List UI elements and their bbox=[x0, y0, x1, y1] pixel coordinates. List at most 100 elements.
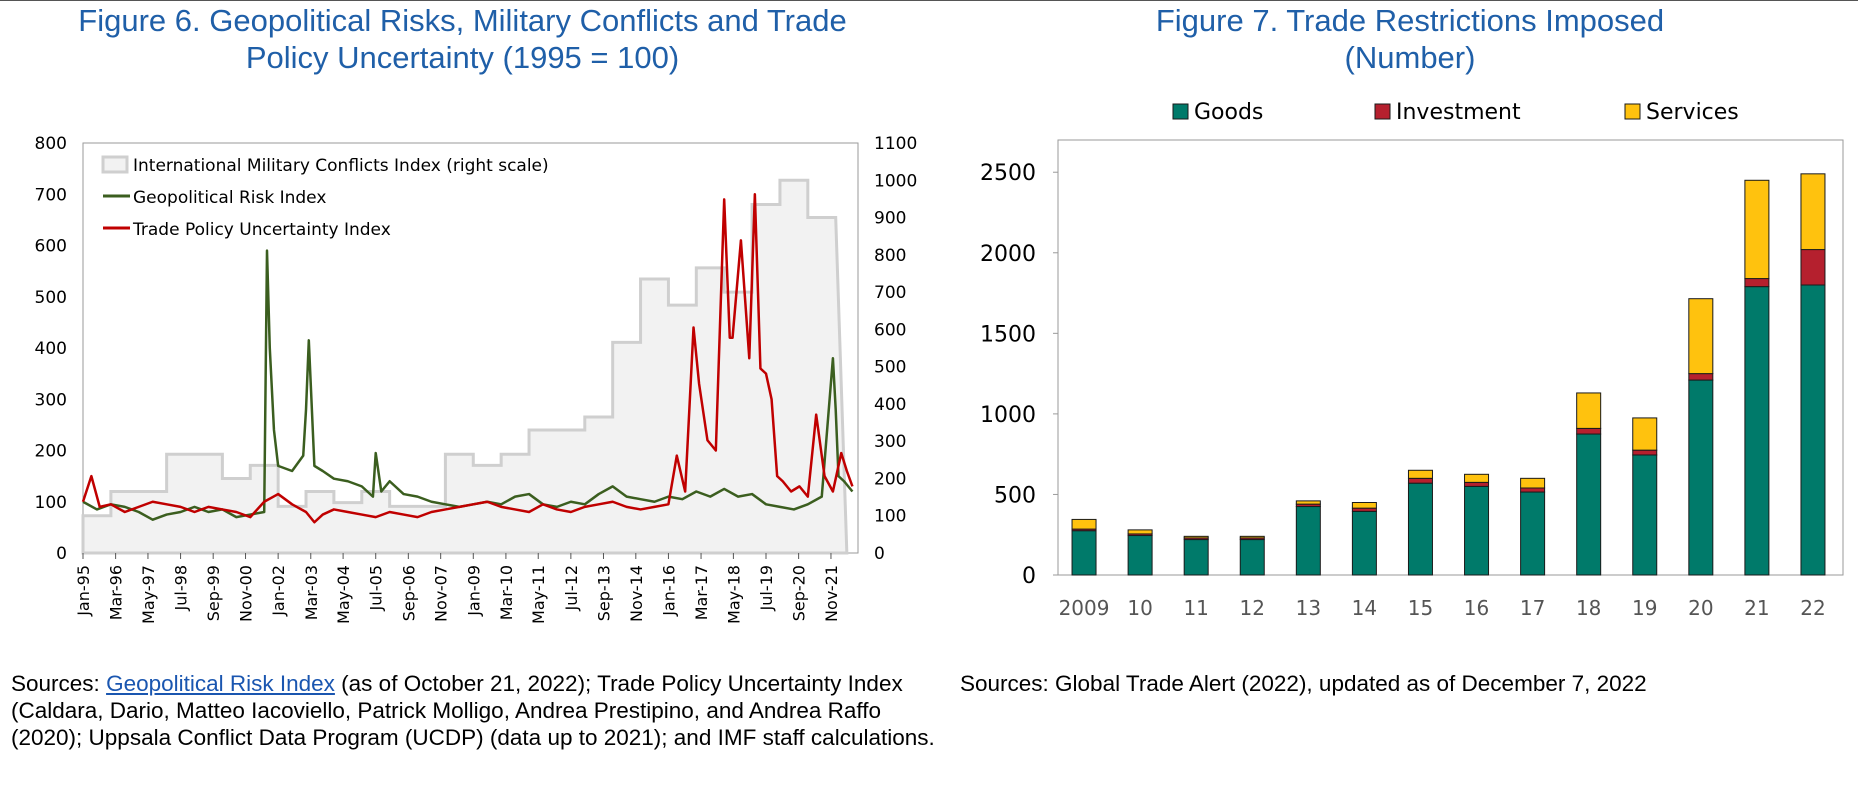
fig7-x-tick-label: 18 bbox=[1576, 596, 1601, 620]
bar-goods-19 bbox=[1632, 454, 1658, 576]
fig6-left-tick-label: 0 bbox=[56, 544, 67, 564]
fig6-x-tick-label: Mar-96 bbox=[107, 565, 126, 620]
bar-goods-14 bbox=[1351, 510, 1377, 576]
bar-services-19 bbox=[1632, 417, 1658, 451]
figure7-sources: Sources: Global Trade Alert (2022), upda… bbox=[960, 671, 1647, 696]
fig7-x-tick-label: 10 bbox=[1127, 596, 1152, 620]
bar-goods-15 bbox=[1407, 482, 1433, 576]
bar-goods-13 bbox=[1295, 506, 1321, 576]
fig7-y-tick-label: 500 bbox=[994, 483, 1036, 508]
fig7-x-tick-label: 14 bbox=[1352, 596, 1377, 620]
bar-investment-15 bbox=[1407, 477, 1433, 484]
bar-services-12 bbox=[1239, 535, 1265, 539]
fig7-y-tick-label: 2000 bbox=[980, 242, 1036, 267]
legend-services-swatch bbox=[1624, 103, 1641, 120]
fig6-x-tick-label: May-11 bbox=[529, 565, 548, 624]
fig7-y-tick-label: 0 bbox=[1022, 564, 1036, 589]
bar-goods-21 bbox=[1744, 286, 1770, 576]
figure6-title-line1: Figure 6. Geopolitical Risks, Military C… bbox=[78, 3, 847, 38]
figure6-title-line2: Policy Uncertainty (1995 = 100) bbox=[245, 40, 680, 75]
bar-goods-17 bbox=[1520, 491, 1546, 576]
fig7-x-tick-label: 13 bbox=[1296, 596, 1321, 620]
fig7-x-tick-label: 16 bbox=[1464, 596, 1489, 620]
legend-services-label: Services bbox=[1646, 100, 1739, 125]
figure7-title-line1: Figure 7. Trade Restrictions Imposed bbox=[1155, 3, 1665, 38]
legend-geopolitical-risk-label: Geopolitical Risk Index bbox=[133, 188, 326, 208]
bar-goods-20 bbox=[1688, 379, 1714, 576]
legend-investment-label: Investment bbox=[1396, 100, 1521, 125]
fig6-right-tick-label: 100 bbox=[874, 507, 906, 527]
bar-services-18 bbox=[1576, 392, 1602, 429]
fig6-right-tick-label: 1000 bbox=[874, 171, 917, 191]
bar-services-20 bbox=[1688, 298, 1714, 375]
fig6-left-tick-label: 300 bbox=[35, 390, 67, 410]
fig6-x-tick-label: Jan-16 bbox=[659, 565, 678, 617]
fig6-left-tick-label: 200 bbox=[35, 442, 67, 462]
fig6-x-tick-label: Sep-20 bbox=[790, 565, 809, 621]
bar-services-16 bbox=[1464, 473, 1490, 483]
fig6-left-tick-label: 800 bbox=[35, 134, 67, 154]
bar-goods-18 bbox=[1576, 433, 1602, 576]
bar-investment-18 bbox=[1576, 427, 1602, 435]
figure7-title: Figure 7. Trade Restrictions Imposed (Nu… bbox=[1030, 2, 1790, 76]
fig6-right-tick-label: 200 bbox=[874, 469, 906, 489]
bar-investment-17 bbox=[1520, 487, 1546, 493]
fig7-plot-area bbox=[1057, 139, 1844, 576]
fig6-x-tick-label: Jan-09 bbox=[464, 565, 483, 617]
bar-services-13 bbox=[1295, 500, 1321, 505]
fig6-right-tick-label: 400 bbox=[874, 395, 906, 415]
bar-goods-10 bbox=[1127, 535, 1153, 576]
fig6-x-tick-label: Sep-06 bbox=[399, 565, 418, 621]
fig6-x-tick-label: Mar-10 bbox=[497, 565, 516, 620]
fig7-x-tick-label: 20 bbox=[1688, 596, 1713, 620]
bar-investment-21 bbox=[1744, 278, 1770, 288]
bar-services-11 bbox=[1183, 535, 1209, 539]
fig6-right-tick-label: 300 bbox=[874, 432, 906, 452]
top-border-line bbox=[0, 0, 1858, 1]
fig6-right-tick-label: 600 bbox=[874, 320, 906, 340]
fig6-x-tick-label: Jul-05 bbox=[367, 565, 386, 611]
fig7-x-tick-label: 22 bbox=[1800, 596, 1825, 620]
figure6-sources-text: (as of October 21, 2022); Trade Policy U… bbox=[11, 671, 935, 750]
legend-goods-label: Goods bbox=[1194, 100, 1263, 125]
geopolitical-risk-index-link[interactable]: Geopolitical Risk Index bbox=[106, 671, 335, 696]
fig6-left-tick-label: 500 bbox=[35, 288, 67, 308]
fig6-x-tick-label: Jul-19 bbox=[757, 565, 776, 611]
fig6-right-tick-label: 0 bbox=[874, 544, 885, 564]
fig7-x-tick-label: 21 bbox=[1744, 596, 1769, 620]
fig6-x-tick-label: May-04 bbox=[334, 565, 353, 624]
fig6-left-tick-label: 400 bbox=[35, 339, 67, 359]
fig6-right-tick-label: 1100 bbox=[874, 134, 917, 154]
bar-investment-19 bbox=[1632, 449, 1658, 456]
fig6-x-tick-label: Jan-95 bbox=[74, 565, 93, 617]
fig7-x-tick-label: 2009 bbox=[1059, 596, 1110, 620]
fig6-x-tick-label: Nov-14 bbox=[627, 565, 646, 622]
bar-services-2009 bbox=[1071, 518, 1097, 530]
fig7-x-tick-label: 12 bbox=[1240, 596, 1265, 620]
legend-trade-policy-label: Trade Policy Uncertainty Index bbox=[132, 220, 391, 240]
legend-military-conflicts-swatch bbox=[101, 155, 129, 174]
fig6-x-tick-label: Nov-07 bbox=[432, 565, 451, 622]
legend-military-conflicts-label: International Military Conflicts Index (… bbox=[133, 156, 549, 176]
series-geopolitical-risk-line bbox=[82, 249, 854, 521]
fig6-x-tick-label: Mar-03 bbox=[302, 565, 321, 620]
bar-services-14 bbox=[1351, 502, 1377, 509]
fig7-y-tick-label: 1500 bbox=[980, 322, 1036, 347]
fig7-y-tick-label: 1000 bbox=[980, 403, 1036, 428]
fig6-x-tick-label: Jul-12 bbox=[562, 565, 581, 611]
fig6-x-tick-label: Jul-98 bbox=[172, 565, 191, 611]
bar-investment-22 bbox=[1800, 249, 1826, 286]
fig6-right-tick-label: 500 bbox=[874, 358, 906, 378]
fig6-left-tick-label: 600 bbox=[35, 237, 67, 257]
fig6-right-tick-label: 700 bbox=[874, 283, 906, 303]
bar-goods-2009 bbox=[1071, 530, 1097, 576]
bar-services-10 bbox=[1127, 529, 1153, 535]
series-trade-policy-uncertainty-line bbox=[81, 193, 854, 524]
series-military-conflicts-area bbox=[81, 178, 849, 555]
fig6-x-tick-label: Jan-02 bbox=[269, 565, 288, 617]
bar-services-22 bbox=[1800, 173, 1826, 251]
fig6-left-tick-label: 700 bbox=[35, 185, 67, 205]
bar-investment-20 bbox=[1688, 373, 1714, 381]
figure6-sources: Sources: Geopolitical Risk Index (as of … bbox=[11, 670, 941, 751]
